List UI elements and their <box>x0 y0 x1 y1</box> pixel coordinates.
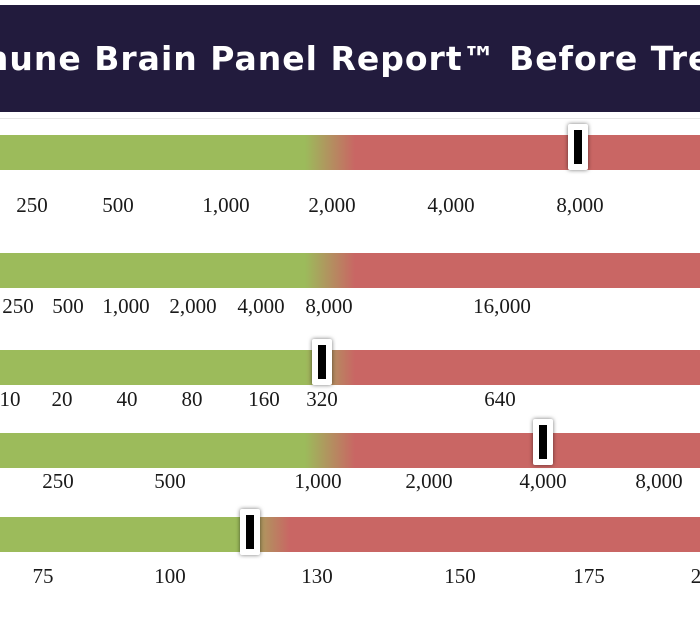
tick-label-row-3: 40 <box>116 387 138 411</box>
tick-label-row-4: 2,000 <box>405 469 453 493</box>
tick-label-row-3: 160 <box>248 387 280 411</box>
tick-label-row-1: 500 <box>102 193 134 217</box>
tick-label-row-2: 8,000 <box>305 294 353 318</box>
tick-label-row-3: 320 <box>306 387 338 411</box>
tick-label-row-4: 8,000 <box>635 469 683 493</box>
result-marker-row-5 <box>240 509 260 555</box>
tick-label-row-5: 2 <box>690 564 700 588</box>
marker-indicator <box>574 130 582 164</box>
tick-label-row-4: 4,000 <box>519 469 567 493</box>
tick-label-row-4: 1,000 <box>294 469 342 493</box>
result-marker-row-3 <box>312 339 332 385</box>
tick-label-row-5: 75 <box>32 564 54 588</box>
marker-indicator <box>539 425 547 459</box>
range-bar-row-4 <box>0 433 700 468</box>
range-bar-row-5 <box>0 517 700 552</box>
tick-label-row-3: 20 <box>51 387 73 411</box>
range-bar-row-3 <box>0 350 700 385</box>
tick-label-row-5: 130 <box>301 564 333 588</box>
tick-label-row-4: 500 <box>154 469 186 493</box>
tick-label-row-2: 1,000 <box>102 294 150 318</box>
tick-label-row-1: 250 <box>16 193 48 217</box>
result-marker-row-1 <box>568 124 588 170</box>
tick-label-row-2: 2,000 <box>169 294 217 318</box>
tick-label-row-3: 10 <box>0 387 21 411</box>
tick-label-row-2: 16,000 <box>473 294 531 318</box>
report-title: mune Brain Panel Report™ Before Trea <box>0 39 700 78</box>
tick-label-row-2: 500 <box>52 294 84 318</box>
tick-label-row-1: 2,000 <box>308 193 356 217</box>
tick-label-row-4: 250 <box>42 469 74 493</box>
tick-label-row-1: 4,000 <box>427 193 475 217</box>
tick-label-row-2: 250 <box>2 294 34 318</box>
header-divider <box>0 118 700 119</box>
range-bar-row-2 <box>0 253 700 288</box>
tick-label-row-5: 150 <box>444 564 476 588</box>
tick-label-row-5: 100 <box>154 564 186 588</box>
marker-indicator <box>246 515 254 549</box>
tick-label-row-3: 640 <box>484 387 516 411</box>
tick-label-row-1: 8,000 <box>556 193 604 217</box>
tick-label-row-2: 4,000 <box>237 294 285 318</box>
tick-label-row-3: 80 <box>181 387 203 411</box>
tick-label-row-1: 1,000 <box>202 193 250 217</box>
tick-label-row-5: 175 <box>573 564 605 588</box>
report-header: mune Brain Panel Report™ Before Trea <box>0 5 700 112</box>
range-bar-row-1 <box>0 135 700 170</box>
marker-indicator <box>318 345 326 379</box>
result-marker-row-4 <box>533 419 553 465</box>
